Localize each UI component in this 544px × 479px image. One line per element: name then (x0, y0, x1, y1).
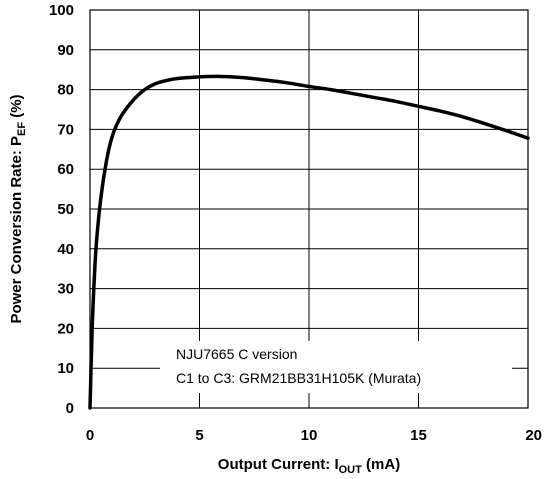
x-axis-label-subscript: OUT (339, 464, 363, 476)
y-tick-label: 90 (57, 42, 74, 59)
y-tick-label: 80 (57, 82, 74, 99)
annotation-line-1: NJU7665 C version (176, 346, 297, 362)
x-tick-label: 20 (525, 427, 542, 444)
annotation-line-2: C1 to C3: GRM21BB31H105K (Murata) (176, 370, 421, 386)
efficiency-curve (88, 74, 530, 410)
annotation-box (160, 341, 512, 393)
x-axis-label-unit: (mA) (362, 456, 400, 473)
x-tick-label: 5 (195, 427, 203, 444)
y-axis-label-main: Power Conversion Rate: P (8, 136, 25, 324)
y-tick-label: 0 (66, 400, 74, 417)
x-axis-label-main: Output Current: I (218, 456, 339, 473)
y-tick-label: 20 (57, 320, 74, 337)
x-axis-label: Output Current: IOUT (mA) (218, 456, 400, 476)
y-tick-label: 100 (49, 2, 74, 19)
y-tick-label: 30 (57, 281, 74, 298)
x-tick-label: 10 (301, 427, 318, 444)
x-tick-labels: 0 5 10 15 20 (86, 427, 542, 444)
y-tick-label: 40 (57, 241, 74, 258)
y-axis-label-unit: (%) (8, 94, 25, 122)
y-axis-label: Power Conversion Rate: PEF (%) (8, 94, 28, 323)
y-tick-label: 10 (57, 360, 74, 377)
y-axis-label-subscript: EF (16, 122, 28, 136)
y-tick-label: 70 (57, 121, 74, 138)
y-tick-labels: 0 10 20 30 40 50 60 70 80 90 100 (49, 2, 74, 417)
y-tick-label: 50 (57, 201, 74, 218)
plot-frame (89, 9, 529, 409)
x-tick-label: 15 (410, 427, 427, 444)
y-tick-label: 60 (57, 161, 74, 178)
x-tick-label: 0 (86, 427, 94, 444)
